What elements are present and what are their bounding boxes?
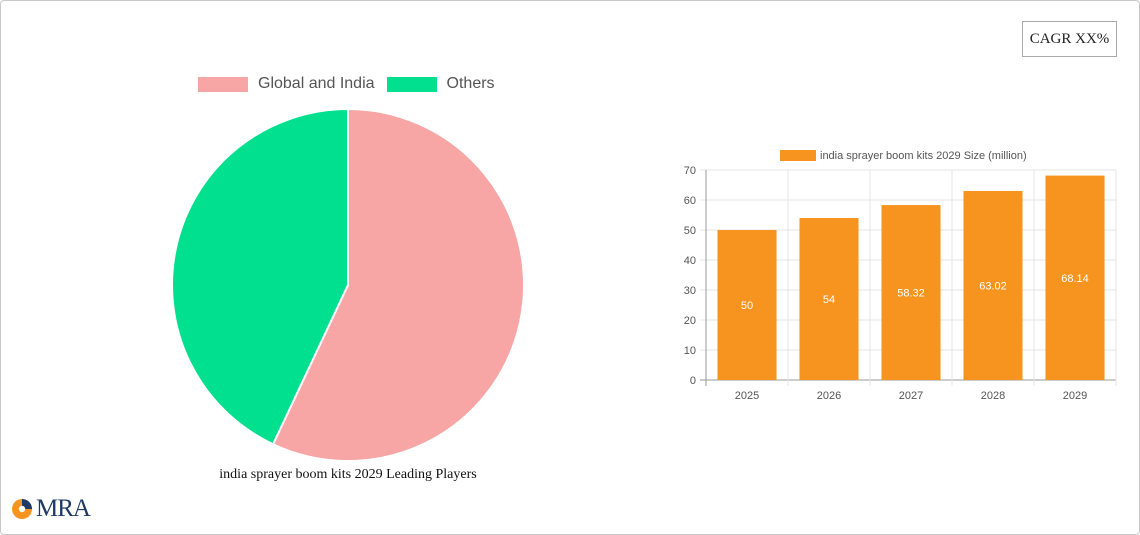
y-tick-label: 40 (684, 255, 696, 267)
bar-legend-label: india sprayer boom kits 2029 Size (milli… (820, 150, 1027, 162)
bar-2025[interactable] (717, 230, 777, 380)
x-tick-label: 2025 (735, 390, 759, 402)
legend-swatch-others (386, 76, 437, 92)
legend-label-others: Others (446, 75, 495, 92)
bar-2028[interactable] (963, 190, 1023, 380)
bar-2029[interactable] (1045, 175, 1105, 380)
mra-logo: MRA (10, 495, 91, 522)
legend-item-global-and-india[interactable]: Global and India (198, 75, 375, 93)
pie-slice-global-and-india[interactable] (271, 107, 525, 462)
x-tick-label: 2027 (899, 390, 923, 402)
x-tick-label: 2026 (817, 390, 841, 402)
legend-swatch-global-and-india (198, 76, 248, 92)
legend-item-others[interactable]: Others (386, 75, 495, 93)
y-tick-label: 60 (684, 195, 696, 207)
mra-logo-text: MRA (36, 495, 91, 522)
y-tick-label: 30 (684, 285, 696, 297)
pie-chart-title: india sprayer boom kits 2029 Leading Pla… (219, 467, 477, 482)
y-tick-label: 50 (684, 225, 696, 237)
pie-slice-others[interactable] (171, 107, 349, 446)
bar-data-label: 54 (823, 294, 835, 306)
bar-legend[interactable]: india sprayer boom kits 2029 Size (milli… (780, 150, 1027, 162)
bar-2026[interactable] (799, 218, 859, 380)
pie-chart (171, 107, 525, 462)
bar-data-label: 63.02 (979, 280, 1007, 292)
mra-logo-icon (12, 498, 32, 519)
bar-chart: india sprayer boom kits 2029 Size (milli… (684, 150, 1117, 402)
x-tick-label: 2029 (1063, 390, 1087, 402)
x-tick-label: 2028 (981, 390, 1005, 402)
pie-legend: Global and India Others (198, 75, 507, 93)
cagr-badge: CAGR XX% (1022, 21, 1117, 57)
y-tick-label: 20 (684, 315, 696, 327)
bar-data-label: 50 (741, 300, 753, 312)
bar-data-label: 58.32 (897, 288, 925, 300)
bar-2027[interactable] (881, 205, 941, 380)
bar-data-label: 68.14 (1061, 273, 1089, 285)
legend-label-global-and-india: Global and India (258, 75, 375, 92)
y-tick-label: 10 (684, 345, 696, 357)
y-tick-label: 70 (684, 165, 696, 177)
y-tick-label: 0 (690, 375, 696, 387)
bar-legend-swatch (780, 150, 816, 161)
